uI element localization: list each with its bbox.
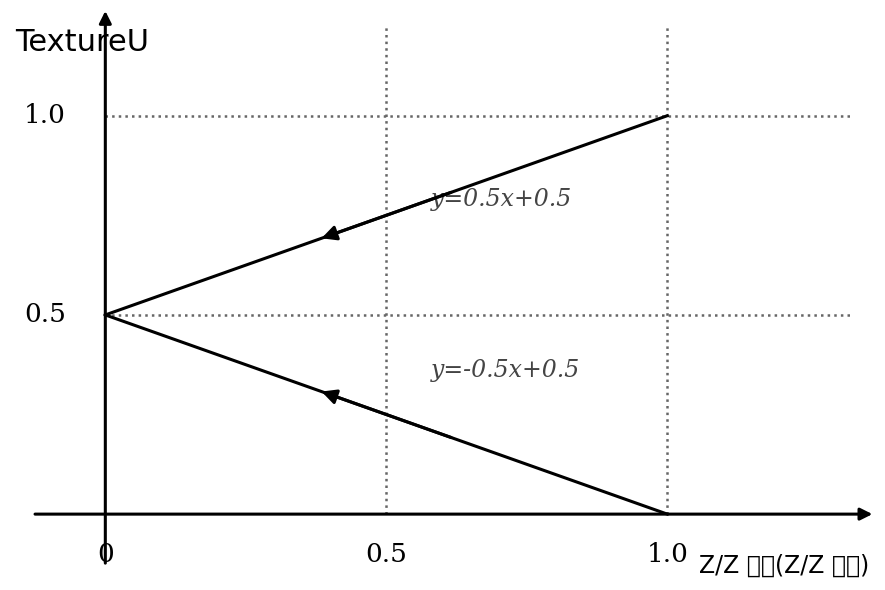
Text: 0.5: 0.5 [24, 303, 66, 327]
Text: y=0.5x+0.5: y=0.5x+0.5 [431, 188, 573, 211]
Text: y=-0.5x+0.5: y=-0.5x+0.5 [431, 359, 581, 382]
Text: Z/Z 最大(Z/Z 最小): Z/Z 最大(Z/Z 最小) [699, 554, 870, 578]
Text: 0: 0 [97, 542, 113, 567]
Text: 0.5: 0.5 [366, 542, 407, 567]
Text: 1.0: 1.0 [24, 103, 66, 128]
Text: TextureU: TextureU [15, 28, 150, 57]
Text: 1.0: 1.0 [646, 542, 689, 567]
